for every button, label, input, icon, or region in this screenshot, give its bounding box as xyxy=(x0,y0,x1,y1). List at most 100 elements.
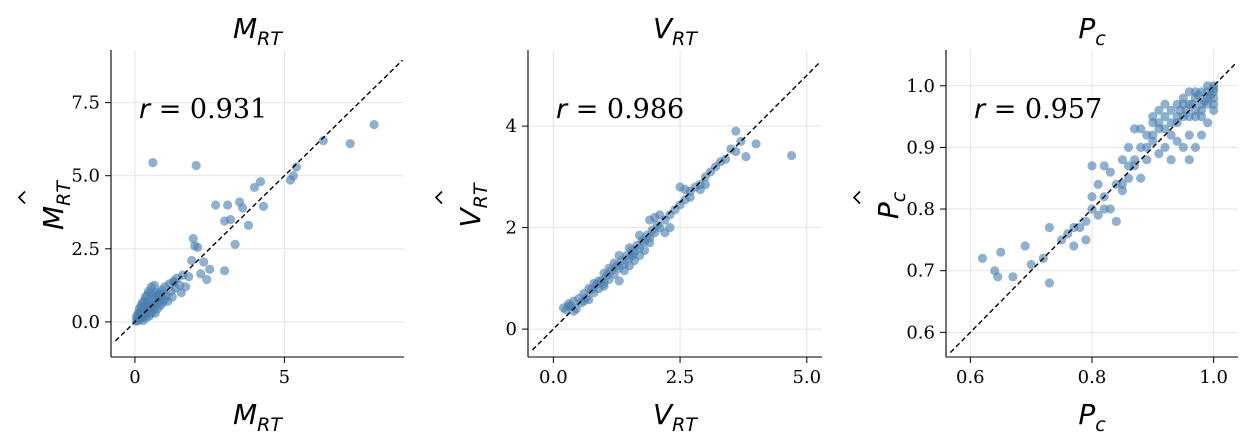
data-point-30 xyxy=(1136,173,1146,183)
data-point-89 xyxy=(255,177,266,187)
data-point-75 xyxy=(589,278,599,288)
data-point-60 xyxy=(1178,142,1188,152)
chart-title-pc: Pc xyxy=(1078,12,1106,50)
data-point-56 xyxy=(1203,118,1213,128)
y-tick-label-4: 1.0 xyxy=(906,76,935,97)
data-point-84 xyxy=(1209,99,1219,109)
identity-line xyxy=(531,61,822,351)
data-point-59 xyxy=(1184,155,1194,165)
y-axis-label-pc-base: P xyxy=(872,202,905,219)
data-point-6 xyxy=(1026,259,1036,270)
data-point-72 xyxy=(187,255,197,266)
data-point-76 xyxy=(579,296,589,306)
data-point-81 xyxy=(660,228,670,238)
correlation-symbol: r xyxy=(974,94,987,125)
data-point-86 xyxy=(238,203,248,213)
data-point-78 xyxy=(614,250,624,261)
data-point-70 xyxy=(1105,167,1115,177)
y-axis-label-hat-pc xyxy=(852,190,861,205)
x-axis-label-pc-subscript: c xyxy=(1095,414,1106,436)
y-tick-label-1: 2 xyxy=(506,218,517,239)
data-point-4 xyxy=(1008,272,1018,282)
data-point-22 xyxy=(1111,216,1121,226)
chart-title-mrt-subscript: RT xyxy=(257,28,283,50)
data-point-74 xyxy=(1081,216,1091,226)
data-point-56 xyxy=(731,126,741,136)
x-axis-label-mrt-subscript: RT xyxy=(257,414,283,436)
x-axis-label-vrt: VRT xyxy=(653,398,698,436)
x-tick-label-0: 0 xyxy=(129,367,140,388)
data-point-70 xyxy=(181,282,191,292)
y-axis-label-hat-vrt xyxy=(434,190,443,205)
correlation-annotation: r = 0.986 xyxy=(556,94,684,125)
data-point-80 xyxy=(211,200,221,210)
data-point-70 xyxy=(685,192,695,202)
y-axis-label-hat-mrt xyxy=(17,190,26,205)
data-point-66 xyxy=(1136,124,1146,134)
data-point-61 xyxy=(1172,136,1182,146)
data-point-71 xyxy=(1099,204,1109,214)
y-axis-label-pc: Pc xyxy=(872,191,910,219)
data-point-97 xyxy=(1187,99,1197,109)
data-point-96 xyxy=(1193,90,1204,100)
data-point-40 xyxy=(1166,130,1176,140)
y-tick-label-2: 0.8 xyxy=(906,199,935,220)
y-tick-label-2: 4 xyxy=(506,116,517,137)
data-point-94 xyxy=(1206,90,1216,100)
chart-title-pc-base: P xyxy=(1078,12,1095,45)
data-point-17 xyxy=(1093,210,1103,220)
x-tick-label-1: 2.5 xyxy=(666,367,695,388)
y-tick-label-0: 0.6 xyxy=(906,322,935,343)
data-point-97 xyxy=(345,139,355,149)
correlation-value: = 0.931 xyxy=(150,94,267,125)
data-point-83 xyxy=(226,215,236,225)
y-tick-label-3: 0.9 xyxy=(906,137,935,158)
data-point-95 xyxy=(1199,96,1210,106)
data-point-92 xyxy=(1142,142,1152,152)
x-axis-label-pc: Pc xyxy=(1078,398,1106,436)
data-point-25 xyxy=(1123,173,1134,183)
data-point-46 xyxy=(1184,130,1194,140)
data-point-37 xyxy=(1160,112,1170,122)
correlation-symbol: r xyxy=(556,94,569,125)
data-points xyxy=(131,120,379,326)
data-point-88 xyxy=(249,182,260,192)
data-point-82 xyxy=(223,200,233,210)
data-point-91 xyxy=(148,158,158,168)
data-point-9 xyxy=(1044,278,1054,288)
data-point-79 xyxy=(205,264,215,274)
data-point-76 xyxy=(196,269,206,279)
data-point-20 xyxy=(609,269,619,279)
data-point-26 xyxy=(1123,142,1134,152)
data-point-87 xyxy=(243,220,254,230)
data-point-65 xyxy=(1148,112,1158,122)
data-point-99 xyxy=(220,266,230,276)
x-tick-label-0: 0.6 xyxy=(956,367,985,388)
data-point-73 xyxy=(188,234,198,244)
data-point-94 xyxy=(288,171,298,181)
data-point-90 xyxy=(258,201,269,211)
data-point-91 xyxy=(1148,130,1158,140)
data-point-12 xyxy=(1069,241,1079,251)
data-point-24 xyxy=(1117,155,1127,165)
data-point-99 xyxy=(1175,105,1185,115)
data-point-58 xyxy=(1190,142,1200,152)
data-point-64 xyxy=(1154,105,1164,115)
chart-title-mrt: MRT xyxy=(233,12,283,50)
identity-line xyxy=(949,62,1238,354)
x-tick-label-1: 0.8 xyxy=(1078,367,1107,388)
x-tick-label-2: 1.0 xyxy=(1199,367,1228,388)
data-point-0 xyxy=(977,253,988,263)
chart-title-vrt: VRT xyxy=(653,12,698,50)
data-point-2 xyxy=(993,272,1003,282)
data-point-8 xyxy=(1044,222,1054,233)
data-point-14 xyxy=(1081,235,1091,245)
data-point-3 xyxy=(996,247,1006,257)
correlation-symbol: r xyxy=(139,94,152,125)
data-point-85 xyxy=(1196,112,1207,122)
y-tick-label-3: 7.5 xyxy=(71,93,100,114)
data-point-83 xyxy=(645,238,655,248)
